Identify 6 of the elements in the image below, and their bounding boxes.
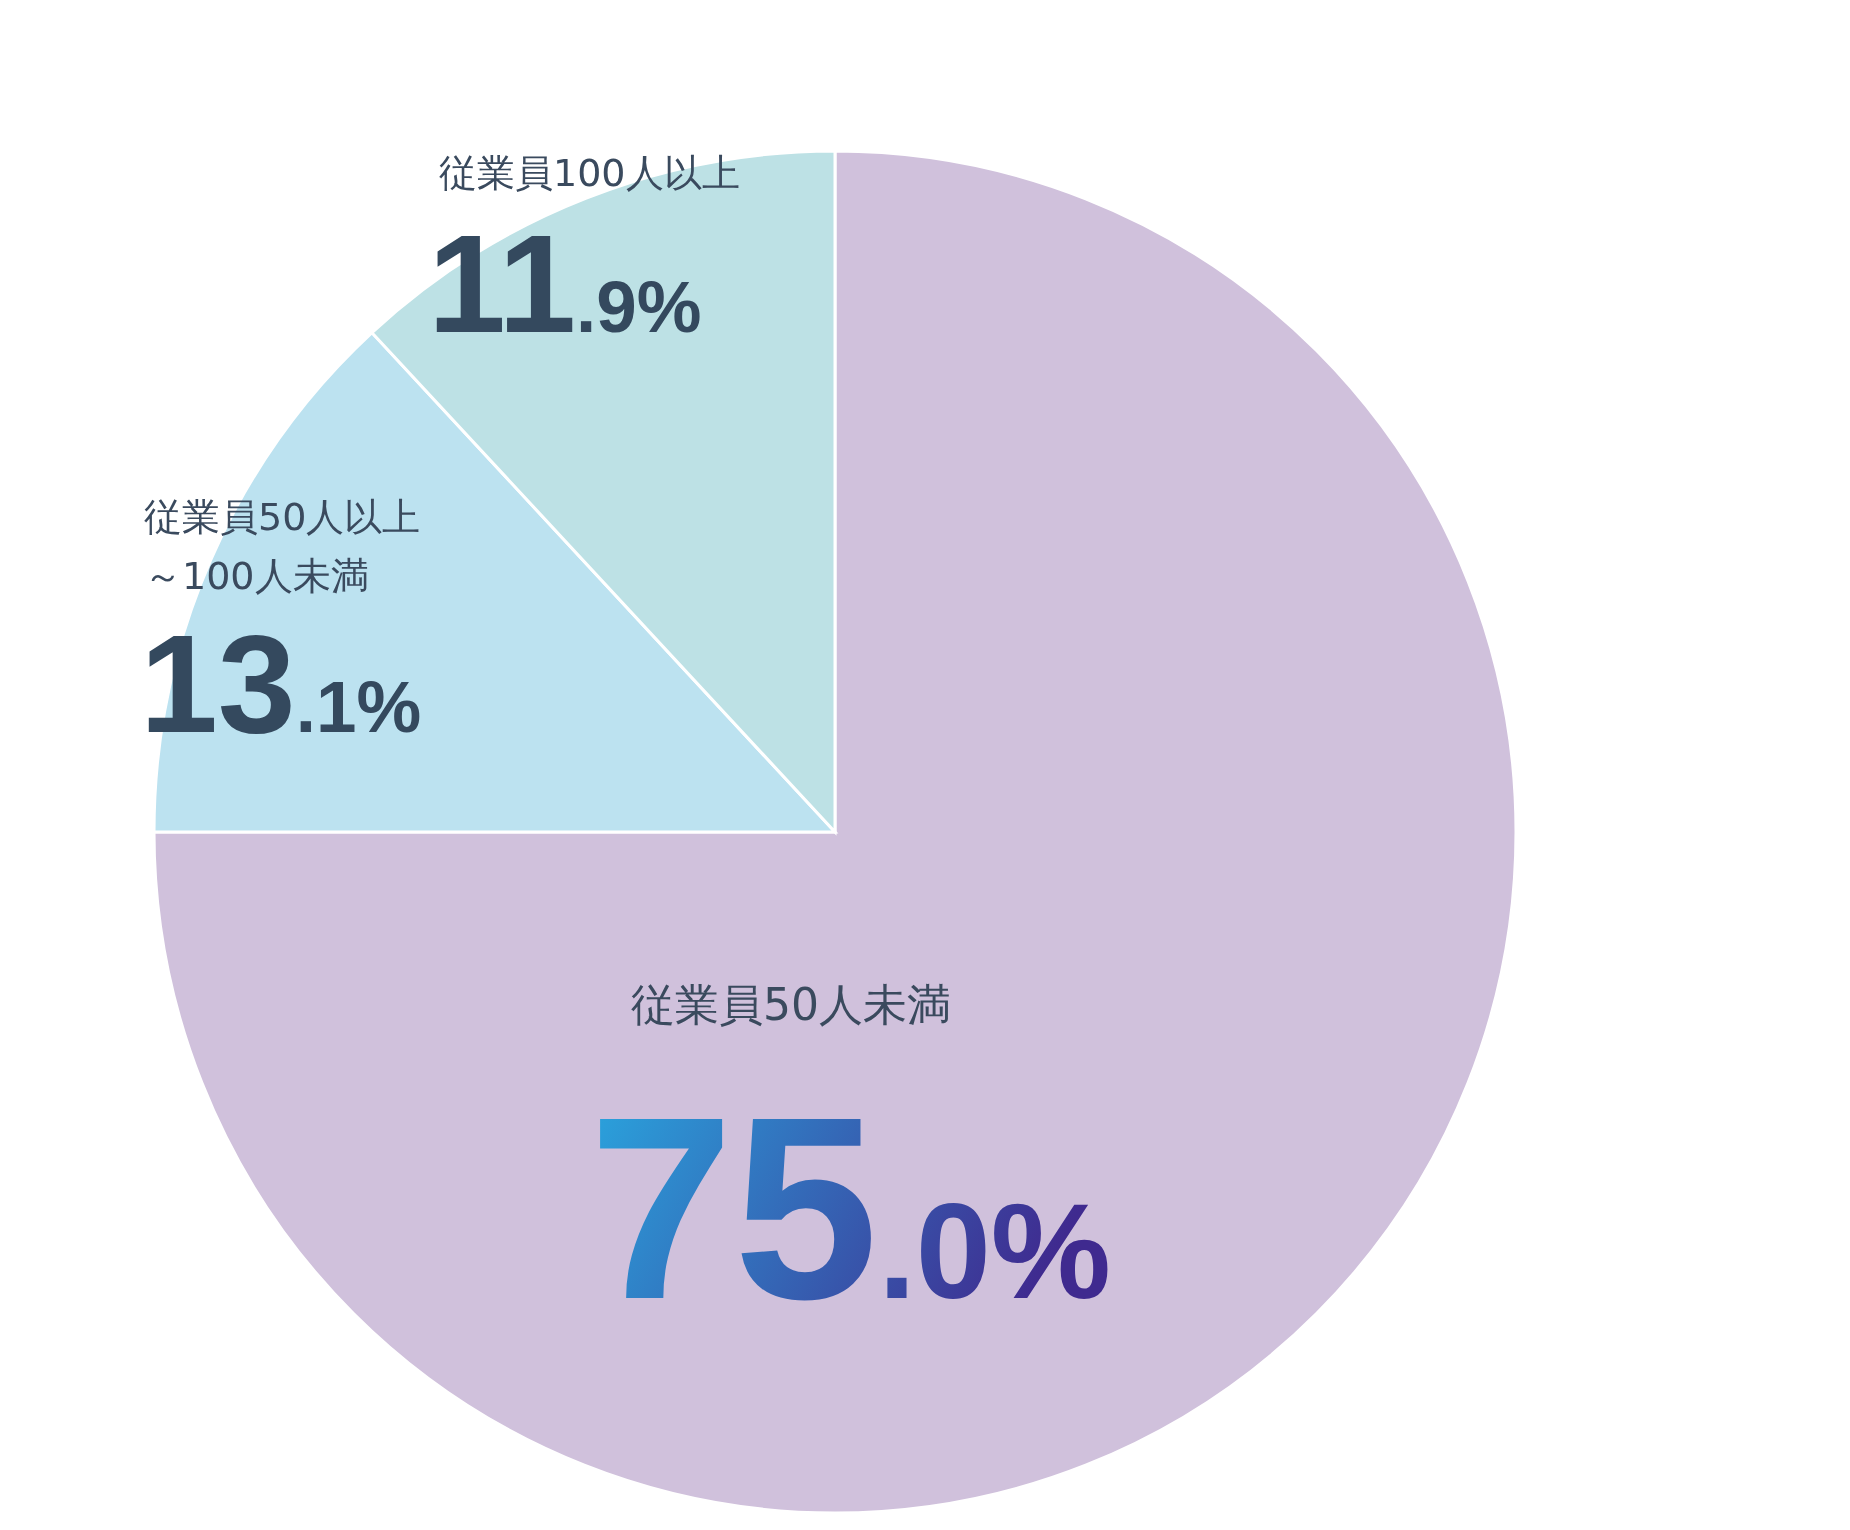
slice-label: 従業員50人未満 <box>631 979 951 1030</box>
data-label: 75.0% <box>588 1063 1112 1353</box>
data-label: 13.1% <box>140 605 422 762</box>
data-label: 11.9% <box>428 205 702 362</box>
slice-label: 従業員50人以上～100人未満 <box>144 495 421 598</box>
slice-label: 従業員100人以上 <box>439 151 740 195</box>
